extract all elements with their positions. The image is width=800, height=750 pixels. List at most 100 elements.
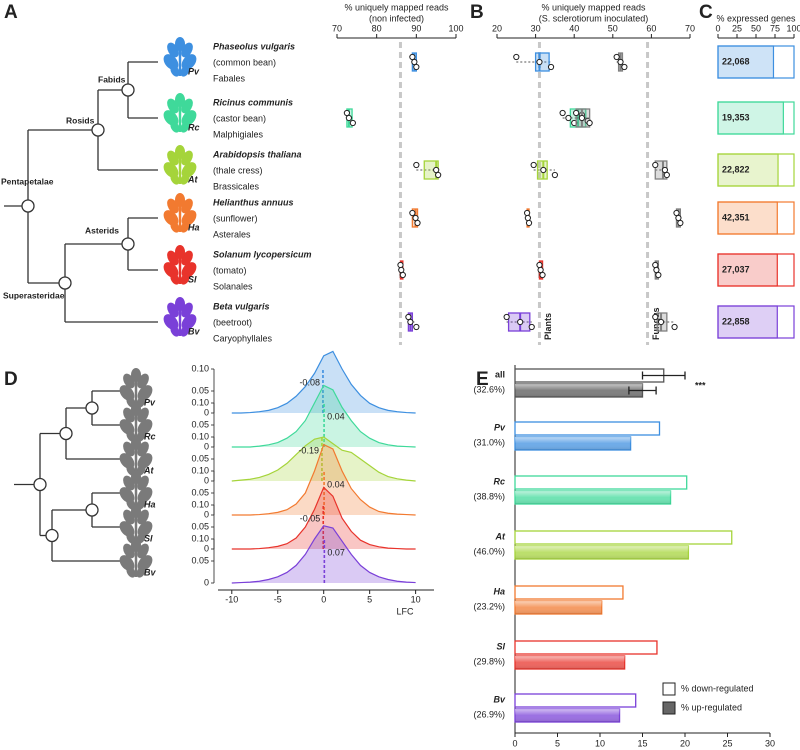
clade-label: Rosids <box>66 115 95 125</box>
category-note: (46.0%) <box>473 546 505 556</box>
gene-count: 22,858 <box>722 316 750 326</box>
x-tick-label: 0 <box>715 23 720 33</box>
x-axis-label: LFC <box>396 606 414 616</box>
y-tick-label: 0.10 <box>191 499 209 509</box>
species-order: Asterales <box>213 229 251 239</box>
y-tick-label: 0 <box>204 475 209 485</box>
density-line <box>231 436 416 482</box>
species-name: Solanum lycopersicum <box>213 249 312 259</box>
tree-node <box>85 503 99 517</box>
clade-label: Fabids <box>98 74 126 84</box>
data-point <box>413 323 420 331</box>
gene-count: 19,353 <box>722 112 750 122</box>
data-point <box>524 209 531 217</box>
panel-title: % uniquely mapped reads <box>344 2 449 12</box>
x-tick-label: 20 <box>492 23 502 33</box>
species-common: (sunflower) <box>213 213 258 223</box>
icon-leaf <box>180 273 190 285</box>
data-point <box>547 63 555 71</box>
icon-leaf <box>170 325 180 337</box>
icon-leaf <box>170 173 180 185</box>
data-point <box>652 313 659 321</box>
bar <box>514 585 624 600</box>
species-name: Helianthus annuus <box>213 197 294 207</box>
icon-leaf <box>131 470 141 484</box>
category-label: Pv <box>494 422 506 432</box>
legend-label: % up-regulated <box>681 702 742 712</box>
median-label: 0.04 <box>327 411 345 421</box>
category-label: all <box>495 369 505 379</box>
category-note: (31.0%) <box>473 437 505 447</box>
y-tick-label: 0.05 <box>191 555 209 565</box>
data-point <box>413 161 420 169</box>
bar-frame <box>717 201 795 235</box>
species-common: (thale cress) <box>213 165 263 175</box>
bar-frame <box>717 153 795 187</box>
data-point <box>398 266 405 274</box>
data-point <box>343 109 351 117</box>
bar <box>514 530 733 545</box>
data-point <box>652 161 659 169</box>
x-tick-label: 5 <box>555 738 560 748</box>
gene-count: 27,037 <box>722 264 750 274</box>
data-point <box>661 166 669 174</box>
x-tick-label: 10 <box>595 738 605 748</box>
data-point <box>578 114 586 122</box>
error-bar <box>641 371 686 380</box>
bar <box>514 475 688 490</box>
tree-node <box>121 83 135 97</box>
x-tick-label: 80 <box>372 23 382 33</box>
plant-icon: Rc <box>119 402 156 442</box>
data-point <box>409 209 416 217</box>
x-tick-label: 100 <box>786 23 800 33</box>
x-tick-label: 10 <box>411 594 421 604</box>
x-tick-label: 90 <box>411 23 421 33</box>
panel-letter: A <box>4 2 18 23</box>
data-point <box>525 219 533 227</box>
density-line <box>231 486 416 550</box>
clade-label: Superasteridae <box>3 290 65 300</box>
panel-subtitle: (non infected) <box>369 13 424 23</box>
category-label: Bv <box>493 694 505 704</box>
x-tick-label: 15 <box>637 738 647 748</box>
bar <box>717 45 775 79</box>
category-note: (38.8%) <box>473 491 505 501</box>
icon-leaf <box>180 173 190 185</box>
significance: *** <box>695 380 706 390</box>
x-tick-label: 40 <box>569 23 579 33</box>
icon-leaf <box>131 504 141 518</box>
icon-leaf <box>175 245 185 259</box>
x-tick-label: 25 <box>732 23 742 33</box>
density-area <box>231 525 416 583</box>
legend-swatch <box>662 682 676 696</box>
icon-leaf <box>175 37 185 51</box>
gene-count: 42,351 <box>722 212 750 222</box>
bar <box>514 640 658 655</box>
species-code: Bv <box>144 567 156 577</box>
data-point <box>652 261 659 269</box>
median-label: -0.19 <box>298 445 319 455</box>
icon-leaf <box>131 538 141 552</box>
data-point <box>407 318 414 326</box>
icon-leaf <box>131 368 141 382</box>
species-name: Arabidopsis thaliana <box>212 149 302 159</box>
plant-icon: Pv <box>163 37 200 77</box>
bar-shade <box>515 491 671 504</box>
y-tick-label: 0.10 <box>191 363 209 373</box>
y-tick-label: 0 <box>204 509 209 519</box>
data-point <box>433 166 440 174</box>
species-code: Sl <box>188 274 197 284</box>
plant-icon: At <box>163 145 198 185</box>
icon-leaf <box>175 93 185 107</box>
plant-icon: Rc <box>163 93 200 133</box>
data-point <box>586 119 593 127</box>
x-tick-label: 30 <box>531 23 541 33</box>
category-note: (26.9%) <box>473 709 505 719</box>
species-common: (common bean) <box>213 57 276 67</box>
icon-leaf <box>175 297 185 311</box>
legend-swatch <box>662 701 676 715</box>
icon-leaf <box>170 121 180 133</box>
icon-leaf <box>170 273 180 285</box>
data-point <box>528 323 535 331</box>
bar <box>717 101 784 135</box>
